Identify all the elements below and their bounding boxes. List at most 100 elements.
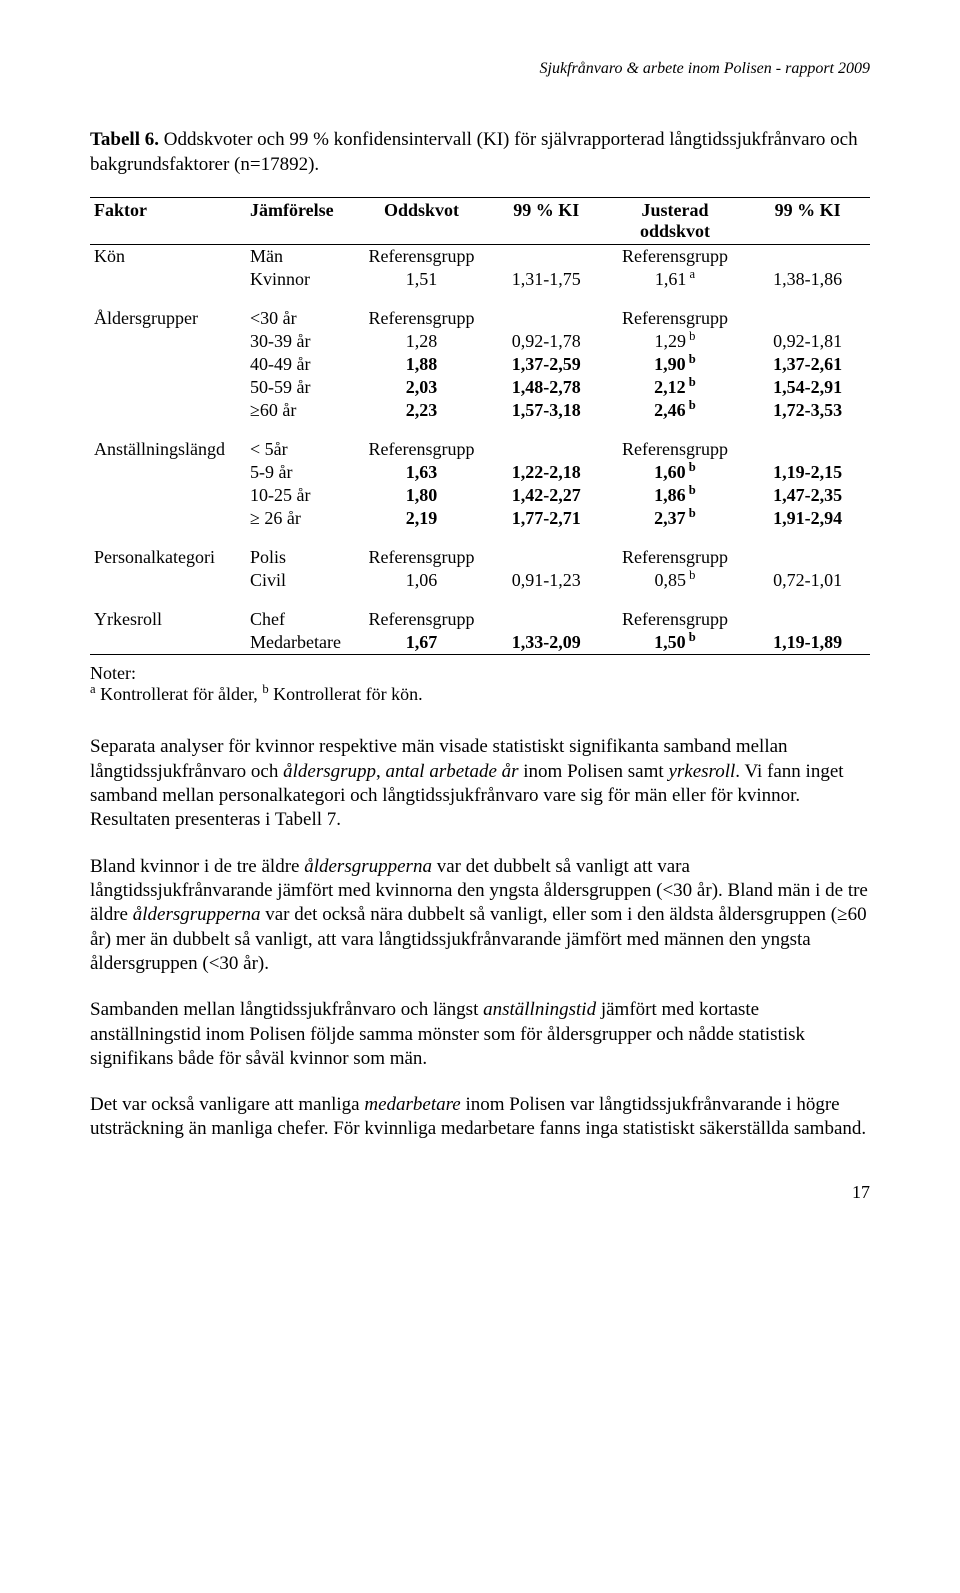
adjusted-cell: 0,85 b — [605, 569, 745, 592]
compare-cell: < 5år — [246, 438, 355, 461]
ki2-cell: 1,38-1,86 — [745, 268, 870, 291]
th-oddskvot: Oddskvot — [355, 198, 488, 245]
paragraph: Det var också vanligare att manliga meda… — [90, 1093, 870, 1142]
factor-cell — [90, 353, 246, 376]
table-row: PersonalkategoriPolisReferensgruppRefere… — [90, 546, 870, 569]
factor-cell — [90, 399, 246, 422]
ki2-cell: 1,47-2,35 — [745, 484, 870, 507]
ki-cell — [488, 546, 605, 569]
ki-cell: 1,77-2,71 — [488, 507, 605, 530]
table-row: KönMänReferensgruppReferensgrupp — [90, 245, 870, 269]
odds-cell: 2,03 — [355, 376, 488, 399]
factor-cell: Yrkesroll — [90, 608, 246, 631]
th-ki2: 99 % KI — [745, 198, 870, 245]
odds-cell: 1,06 — [355, 569, 488, 592]
ki-cell: 1,37-2,59 — [488, 353, 605, 376]
page: Sjukfrånvaro & arbete inom Polisen - rap… — [0, 0, 960, 1243]
adjusted-cell: Referensgrupp — [605, 245, 745, 269]
ki-cell — [488, 307, 605, 330]
spacer-row — [90, 592, 870, 608]
odds-cell: Referensgrupp — [355, 245, 488, 269]
caption-text: Oddskvoter och 99 % konfidensintervall (… — [90, 129, 858, 175]
odds-cell: Referensgrupp — [355, 438, 488, 461]
table-head: Faktor Jämförelse Oddskvot 99 % KI Juste… — [90, 198, 870, 245]
table-row: YrkesrollChefReferensgruppReferensgrupp — [90, 608, 870, 631]
odds-cell: 1,28 — [355, 330, 488, 353]
table-row: Åldersgrupper<30 årReferensgruppReferens… — [90, 307, 870, 330]
odds-cell: Referensgrupp — [355, 608, 488, 631]
th-jamforelse: Jämförelse — [246, 198, 355, 245]
ki-cell: 1,48-2,78 — [488, 376, 605, 399]
th-justerad: Justeradoddskvot — [605, 198, 745, 245]
odds-cell: 1,88 — [355, 353, 488, 376]
compare-cell: Kvinnor — [246, 268, 355, 291]
adjusted-cell: 2,37 b — [605, 507, 745, 530]
factor-cell — [90, 461, 246, 484]
compare-cell: Polis — [246, 546, 355, 569]
factor-cell — [90, 376, 246, 399]
adjusted-cell: 1,90 b — [605, 353, 745, 376]
ki-cell — [488, 608, 605, 631]
table-row: 30-39 år1,280,92-1,781,29 b0,92-1,81 — [90, 330, 870, 353]
spacer-row — [90, 422, 870, 438]
odds-cell: 1,80 — [355, 484, 488, 507]
table-row: 10-25 år1,801,42-2,271,86 b1,47-2,35 — [90, 484, 870, 507]
factor-cell — [90, 268, 246, 291]
ki-cell: 1,31-1,75 — [488, 268, 605, 291]
compare-cell: Chef — [246, 608, 355, 631]
ki2-cell: 0,72-1,01 — [745, 569, 870, 592]
page-number: 17 — [90, 1182, 870, 1203]
ki-cell: 1,22-2,18 — [488, 461, 605, 484]
ki2-cell: 1,54-2,91 — [745, 376, 870, 399]
compare-cell: 50-59 år — [246, 376, 355, 399]
compare-cell: Medarbetare — [246, 631, 355, 655]
factor-cell: Åldersgrupper — [90, 307, 246, 330]
odds-cell: 1,51 — [355, 268, 488, 291]
factor-cell: Anställningslängd — [90, 438, 246, 461]
adjusted-cell: 1,86 b — [605, 484, 745, 507]
factor-cell: Personalkategori — [90, 546, 246, 569]
notes-label: Noter: — [90, 663, 136, 683]
ki2-cell — [745, 438, 870, 461]
compare-cell: 5-9 år — [246, 461, 355, 484]
table-row: Medarbetare1,671,33-2,091,50 b1,19-1,89 — [90, 631, 870, 655]
compare-cell: ≥60 år — [246, 399, 355, 422]
odds-cell: 1,67 — [355, 631, 488, 655]
running-header: Sjukfrånvaro & arbete inom Polisen - rap… — [90, 60, 870, 78]
table-body: KönMänReferensgruppReferensgruppKvinnor1… — [90, 245, 870, 655]
ki-cell: 0,92-1,78 — [488, 330, 605, 353]
adjusted-cell: 1,60 b — [605, 461, 745, 484]
adjusted-cell: 2,46 b — [605, 399, 745, 422]
body-text: Separata analyser för kvinnor respektive… — [90, 735, 870, 1141]
paragraph: Sambanden mellan långtidssjukfrånvaro oc… — [90, 998, 870, 1071]
adjusted-cell: 2,12 b — [605, 376, 745, 399]
ki2-cell: 1,91-2,94 — [745, 507, 870, 530]
compare-cell: Män — [246, 245, 355, 269]
note-a: Kontrollerat för ålder, — [96, 684, 263, 704]
ki2-cell: 0,92-1,81 — [745, 330, 870, 353]
odds-cell: Referensgrupp — [355, 307, 488, 330]
th-faktor: Faktor — [90, 198, 246, 245]
adjusted-cell: 1,61 a — [605, 268, 745, 291]
ki-cell — [488, 245, 605, 269]
odds-cell: 2,19 — [355, 507, 488, 530]
th-ki: 99 % KI — [488, 198, 605, 245]
table-row: ≥ 26 år2,191,77-2,712,37 b1,91-2,94 — [90, 507, 870, 530]
compare-cell: 30-39 år — [246, 330, 355, 353]
odds-table: Faktor Jämförelse Oddskvot 99 % KI Juste… — [90, 197, 870, 655]
ki2-cell — [745, 608, 870, 631]
caption-label: Tabell 6. — [90, 129, 159, 150]
ki-cell: 1,33-2,09 — [488, 631, 605, 655]
adjusted-cell: 1,50 b — [605, 631, 745, 655]
ki-cell — [488, 438, 605, 461]
ki2-cell — [745, 245, 870, 269]
ki-cell: 0,91-1,23 — [488, 569, 605, 592]
adjusted-cell: Referensgrupp — [605, 546, 745, 569]
odds-cell: 2,23 — [355, 399, 488, 422]
factor-cell — [90, 484, 246, 507]
factor-cell — [90, 330, 246, 353]
table-row: Civil1,060,91-1,230,85 b0,72-1,01 — [90, 569, 870, 592]
compare-cell: 40-49 år — [246, 353, 355, 376]
factor-cell — [90, 631, 246, 655]
table-row: Kvinnor1,511,31-1,751,61 a1,38-1,86 — [90, 268, 870, 291]
